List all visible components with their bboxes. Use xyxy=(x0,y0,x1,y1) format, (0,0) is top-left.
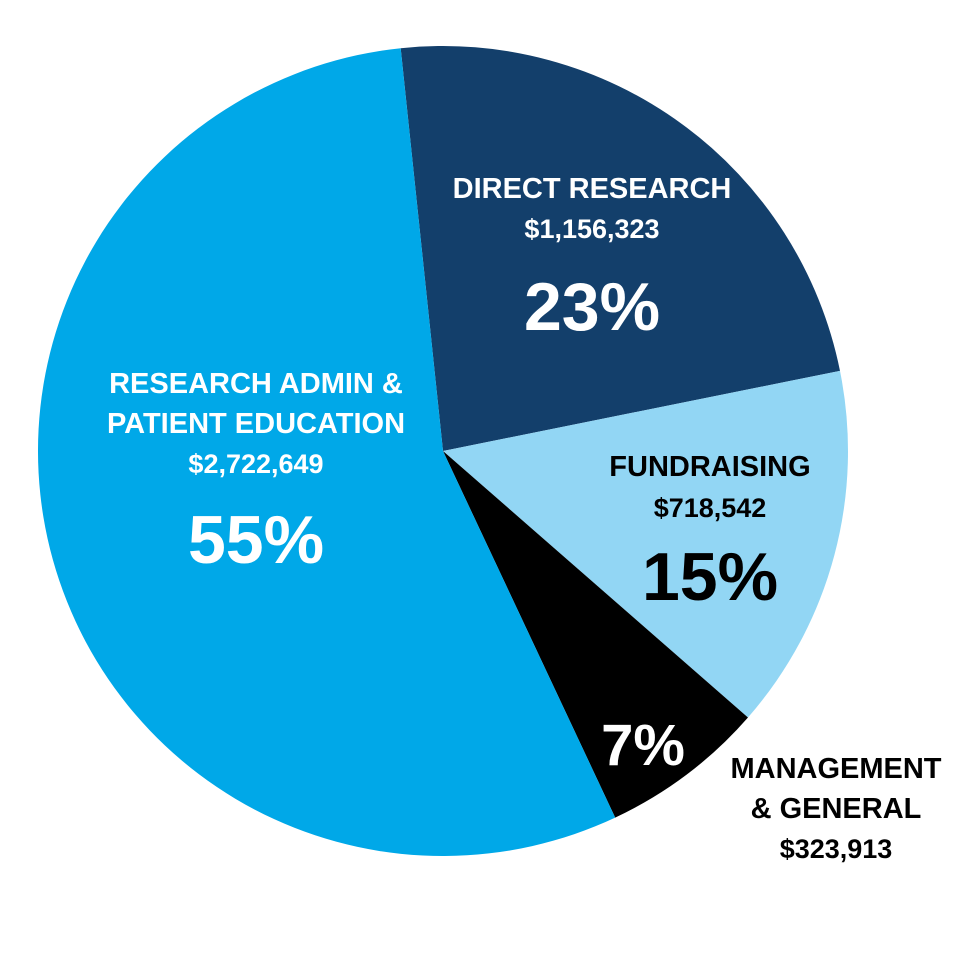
pie-slice-fundraising xyxy=(443,370,849,718)
slice-percent-research: 55% xyxy=(188,502,324,578)
slice-percent-management: 7% xyxy=(601,713,685,778)
pie-slice-direct xyxy=(400,46,840,452)
slice-amount-research: $2,722,649 xyxy=(188,449,323,479)
slice-percent-direct: 23% xyxy=(524,269,660,345)
slice-label-research: RESEARCH ADMIN & PATIENT EDUCATION $2,722,… xyxy=(107,368,405,578)
slice-amount-direct: $1,156,323 xyxy=(524,214,659,244)
slice-label-direct: DIRECT RESEARCH $1,156,323 23% xyxy=(453,173,732,345)
slice-label-fundraising: FUNDRAISING $718,542 15% xyxy=(609,451,810,615)
slice-percent-fundraising: 15% xyxy=(642,539,778,615)
slice-name-fundraising: FUNDRAISING xyxy=(609,451,810,483)
slice-name-research: PATIENT EDUCATION xyxy=(107,408,405,440)
pie-slices xyxy=(37,46,849,857)
pie-labels: DIRECT RESEARCH $1,156,323 23% FUNDRAISING $… xyxy=(107,173,942,864)
slice-name-management: & GENERAL xyxy=(751,793,922,825)
slice-name-management: MANAGEMENT xyxy=(730,753,941,785)
slice-name-research: RESEARCH ADMIN & xyxy=(109,368,403,400)
slice-label-management: MANAGEMENT & GENERAL $323,913 7% xyxy=(601,713,942,864)
slice-amount-management: $323,913 xyxy=(780,834,893,864)
pie-slice-management xyxy=(443,451,748,818)
slice-name-direct: DIRECT RESEARCH xyxy=(453,173,732,205)
slice-amount-fundraising: $718,542 xyxy=(654,493,767,523)
pie-slice-research xyxy=(37,48,616,857)
